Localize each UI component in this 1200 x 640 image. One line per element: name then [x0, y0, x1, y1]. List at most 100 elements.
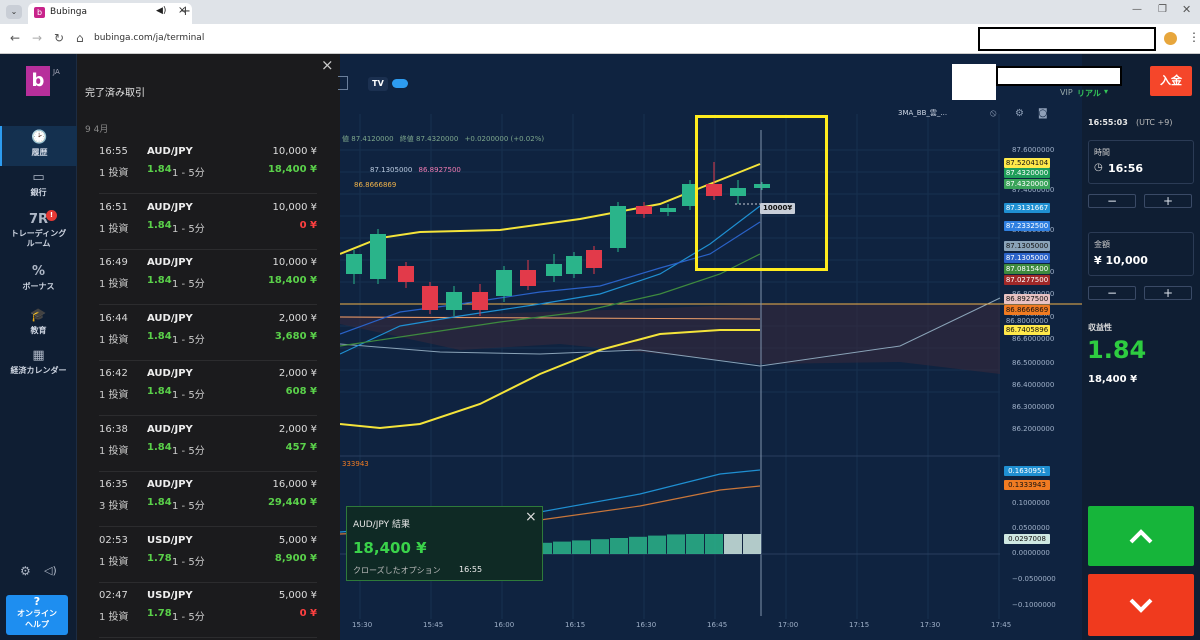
chart-layout-icon[interactable] — [338, 76, 348, 90]
account-selector[interactable]: リアル — [1077, 89, 1101, 98]
back-icon[interactable]: ← — [10, 31, 21, 45]
time-plus-button[interactable]: + — [1144, 194, 1192, 208]
trade-row[interactable]: 16:42 AUD/JPY 2,000 ¥ 1 投資 1.84 1 - 5分 608 ¥ — [99, 360, 317, 416]
nav-education[interactable]: 🎓 教育 — [0, 308, 77, 336]
candle-body — [754, 184, 770, 188]
trade-marker-label: 10000¥ — [763, 204, 793, 212]
bb-upper — [340, 163, 761, 255]
browser-tab[interactable]: b Bubinga ◀) × — [28, 3, 192, 24]
chart-toggle-switch[interactable] — [392, 79, 408, 88]
menu-dots-icon[interactable]: ⋮ — [1188, 30, 1200, 44]
trading-room-icon: 7R — [28, 212, 49, 227]
timezone: (UTC +9) — [1136, 118, 1173, 127]
reload-icon[interactable]: ↻ — [54, 31, 65, 45]
ma-value-b: 86.8927500 — [418, 166, 461, 174]
candle-body — [520, 270, 536, 286]
trade-pair: AUD/JPY — [147, 479, 193, 490]
trade-amount: 2,000 ¥ — [278, 423, 317, 435]
osc-tick: 0.0000000 — [1012, 549, 1050, 557]
restore-icon[interactable]: ❐ — [1158, 4, 1167, 15]
histogram-bar — [629, 536, 647, 554]
screenshot-icon[interactable]: ◙ — [1038, 108, 1048, 119]
histogram-bar — [686, 534, 704, 554]
histogram-bar — [572, 540, 590, 554]
education-icon: 🎓 — [30, 308, 47, 323]
trade-row[interactable]: 16:38 AUD/JPY 2,000 ¥ 1 投資 1.84 1 - 5分 457 ¥ — [99, 416, 317, 472]
amount-value[interactable]: ¥ 10,000 — [1094, 254, 1148, 267]
account-chevron-icon[interactable]: ▾ — [1104, 87, 1109, 96]
settings-gear-icon[interactable]: ⚙ — [20, 564, 31, 578]
indicator-settings-icon[interactable]: ⦸ — [990, 108, 997, 119]
nav-history[interactable]: 🕑 履歴 — [0, 126, 77, 166]
online-help-button[interactable]: ? オンライン ヘルプ — [6, 595, 68, 635]
osc-value-label: 0.0297008 — [1004, 534, 1050, 544]
cloud-line — [340, 297, 1001, 367]
chart-settings-icon[interactable]: ⚙ — [1015, 108, 1024, 119]
trade-payout: 1.84 — [147, 330, 172, 342]
amount-box[interactable]: 金額 ¥ 10,000 — [1088, 232, 1194, 276]
amount-label: 金額 — [1094, 240, 1110, 249]
candle-body — [422, 286, 438, 310]
candle-body — [546, 264, 562, 276]
trade-payout: 1.84 — [147, 386, 172, 397]
ma-line — [340, 316, 761, 320]
trade-row[interactable]: 16:55 AUD/JPY 10,000 ¥ 1 投資 1.84 1 - 5分 18,400… — [99, 138, 317, 194]
chart-canvas[interactable] — [340, 54, 1082, 640]
home-icon[interactable]: ⌂ — [76, 31, 84, 45]
nav-bonus[interactable]: % ボーナス — [0, 264, 77, 292]
amount-plus-button[interactable]: + — [1144, 286, 1192, 300]
url-field[interactable]: bubinga.com/ja/terminal — [94, 33, 205, 43]
trade-pair: AUD/JPY — [147, 368, 193, 379]
ma-value-a: 87.1305000 — [370, 166, 413, 174]
bb-lower — [340, 329, 760, 430]
nav-label: トレーディングルーム — [10, 229, 67, 248]
trade-pair: AUD/JPY — [147, 423, 193, 435]
osc-tick: 0.0500000 — [1012, 524, 1050, 532]
osc-tick: −0.0500000 — [1012, 575, 1056, 583]
bubinga-favicon-icon: b — [34, 7, 45, 18]
forward-icon[interactable]: → — [32, 31, 43, 45]
trade-duration: 1 - 5分 — [172, 612, 205, 623]
chart-type-toggle[interactable]: TV — [368, 77, 388, 91]
trade-row[interactable]: 02:47 USD/JPY 5,000 ¥ 1 投資 1.78 1 - 5分 0 ¥ — [99, 582, 317, 638]
tab-close-icon[interactable]: × — [178, 5, 187, 16]
time-minus-button[interactable]: − — [1088, 194, 1136, 208]
nav-calendar[interactable]: ▦ 経済カレンダー — [0, 348, 77, 376]
tab-list-icon[interactable]: ⌄ — [6, 5, 22, 19]
popup-closed-time: 16:55 — [459, 565, 483, 574]
trade-count: 1 投資 — [99, 556, 129, 568]
put-button[interactable] — [1088, 574, 1194, 636]
popup-close-icon[interactable]: × — [525, 509, 537, 525]
call-button[interactable] — [1088, 506, 1194, 566]
sound-icon[interactable]: ◁) — [44, 564, 57, 577]
trade-row[interactable]: 16:35 AUD/JPY 16,000 ¥ 3 投資 1.84 1 - 5分 29,440… — [99, 471, 317, 527]
time-box[interactable]: 時間 ◷ 16:56 — [1088, 140, 1194, 184]
new-tab-icon[interactable]: + — [180, 4, 191, 19]
trade-row[interactable]: 16:51 AUD/JPY 10,000 ¥ 1 投資 1.84 1 - 5分 0 ¥ — [99, 194, 317, 250]
profile-avatar-icon[interactable] — [1164, 32, 1177, 45]
histogram-bar — [610, 538, 628, 554]
x-tick: 16:00 — [494, 621, 515, 629]
browser-tab-bar: ⌄ b Bubinga ◀) × + — ❐ ✕ — [0, 0, 1200, 24]
nav-bank[interactable]: ▭ 銀行 — [0, 170, 77, 198]
trade-row[interactable]: 02:53 USD/JPY 5,000 ¥ 1 投資 1.78 1 - 5分 8,900 ¥ — [99, 527, 317, 583]
logo[interactable]: b — [26, 66, 50, 96]
trade-row[interactable]: 16:49 AUD/JPY 10,000 ¥ 1 投資 1.84 1 - 5分 18,400… — [99, 249, 317, 305]
clock: 16:55:03 — [1088, 118, 1128, 127]
nav-trading-room[interactable]: 7R ! トレーディングルーム — [0, 210, 77, 249]
trade-payout: 1.78 — [147, 552, 172, 564]
amount-minus-button[interactable]: − — [1088, 286, 1136, 300]
minimize-icon[interactable]: — — [1132, 4, 1142, 15]
wallet-icon: ▭ — [32, 170, 45, 185]
ma-blue — [340, 205, 761, 355]
time-value[interactable]: 16:56 — [1108, 162, 1144, 175]
trade-row[interactable]: 16:44 AUD/JPY 2,000 ¥ 1 投資 1.84 1 - 5分 3,680 ¥ — [99, 305, 317, 361]
x-tick: 17:00 — [778, 621, 799, 629]
window-close-icon[interactable]: ✕ — [1182, 3, 1192, 16]
lang-badge[interactable]: JA — [53, 68, 60, 76]
panel-close-icon[interactable]: × — [321, 56, 334, 74]
deposit-button[interactable]: 入金 — [1150, 66, 1192, 96]
audio-icon[interactable]: ◀) — [156, 6, 167, 16]
price-chart[interactable]: TV 値 87.4120000 終値 87.4320000 +0.0200000… — [338, 54, 1082, 640]
indicator-name[interactable]: 3MA_BB_雲_... — [898, 109, 948, 117]
